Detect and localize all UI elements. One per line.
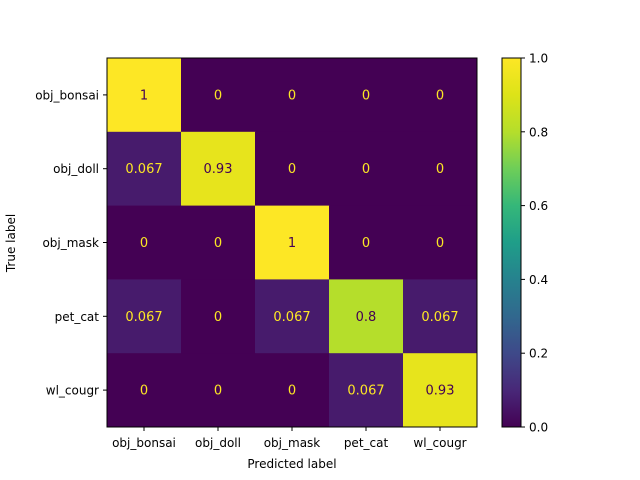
heatmap-cell-label: 0	[362, 88, 370, 103]
heatmap-cell	[255, 353, 330, 428]
heatmap-cell	[255, 279, 330, 354]
heatmap-cell-label: 0.93	[204, 162, 233, 177]
x-tick-label: obj_doll	[195, 436, 241, 450]
heatmap-cell-label: 0.067	[273, 310, 310, 325]
heatmap-cell	[403, 279, 478, 354]
heatmap-cell	[107, 353, 182, 428]
heatmap-cell	[181, 58, 256, 133]
heatmap-cell	[255, 131, 330, 207]
heatmap-cell	[329, 205, 404, 280]
heatmap-cell-label: 1	[140, 88, 148, 103]
heatmap-cell	[403, 353, 478, 428]
heatmap-cell-label: 0	[214, 310, 222, 325]
heatmap-cell-label: 0.067	[125, 310, 162, 325]
heatmap-cells	[107, 58, 478, 428]
heatmap-cell	[403, 205, 478, 280]
heatmap-cell-label: 0.8	[356, 310, 377, 325]
colorbar-tick-label: 0.4	[529, 273, 548, 287]
heatmap-cell-label: 0	[288, 384, 296, 399]
y-tick-label: wl_cougr	[46, 384, 99, 398]
heatmap-cell	[181, 279, 256, 354]
heatmap-cell	[403, 58, 478, 133]
heatmap-cell-label: 0.067	[347, 384, 384, 399]
x-axis-label: Predicted label	[247, 457, 336, 471]
colorbar-tick-label: 0.6	[529, 199, 548, 213]
heatmap-cell-label: 0	[288, 88, 296, 103]
y-tick-label: obj_bonsai	[35, 88, 99, 102]
y-axis-ticks: obj_bonsai obj_doll obj_mask pet_cat wl_coug…	[35, 88, 107, 398]
colorbar-tick-label: 1.0	[529, 52, 548, 66]
heatmap-cell-label: 0	[140, 384, 148, 399]
y-tick-label: pet_cat	[55, 310, 100, 324]
heatmap-cell-label: 1	[288, 236, 296, 251]
heatmap-cell-label: 0	[362, 236, 370, 251]
heatmap-cell	[329, 279, 404, 354]
heatmap-cell	[181, 353, 256, 428]
y-tick-label: obj_doll	[53, 162, 99, 176]
heatmap-cell-label: 0	[436, 162, 444, 177]
x-tick-label: obj_bonsai	[112, 436, 176, 450]
heatmap-cell-label: 0	[436, 236, 444, 251]
heatmap-cell	[107, 279, 182, 354]
heatmap-cell-label: 0	[140, 236, 148, 251]
heatmap-cell	[181, 205, 256, 280]
heatmap-cell-labels: 1 0 0 0 0 0.067 0.93 0 0 0 0 0 1 0 0 0.067 0 0.067 0.8 0.06…	[125, 88, 458, 398]
heatmap-cell-label: 0.067	[421, 310, 458, 325]
heatmap-cell	[107, 58, 182, 133]
colorbar-tick-label: 0.8	[529, 125, 548, 139]
x-axis-ticks: obj_bonsai obj_doll obj_mask pet_cat wl_coug…	[112, 427, 467, 450]
heatmap-cell-label: 0	[214, 88, 222, 103]
colorbar-ticks: 0.0 0.2 0.4 0.6 0.8 1.0	[521, 52, 548, 435]
y-tick-label: obj_mask	[42, 236, 99, 250]
heatmap-cell	[107, 131, 182, 207]
heatmap-cell	[181, 131, 256, 207]
heatmap-cell-label: 0	[288, 162, 296, 177]
x-tick-label: wl_cougr	[413, 436, 466, 450]
x-tick-label: pet_cat	[344, 436, 389, 450]
heatmap-cell-label: 0.067	[125, 162, 162, 177]
x-tick-label: obj_mask	[264, 436, 321, 450]
heatmap-cell-label: 0	[214, 236, 222, 251]
heatmap-cell	[403, 131, 478, 207]
colorbar-tick-label: 0.0	[529, 421, 548, 435]
colorbar	[501, 57, 522, 428]
heatmap-cell	[329, 58, 404, 133]
heatmap-cell	[329, 353, 404, 428]
heatmap-cell	[107, 205, 182, 280]
heatmap-cell	[255, 58, 330, 133]
y-axis-label: True label	[4, 214, 18, 273]
heatmap-cell-label: 0.93	[426, 384, 455, 399]
heatmap-cell	[329, 131, 404, 207]
heatmap-cell-label: 0	[436, 88, 444, 103]
heatmap-cell-label: 0	[214, 384, 222, 399]
heatmap-cell	[255, 205, 330, 280]
heatmap-cell-label: 0	[362, 162, 370, 177]
colorbar-tick-label: 0.2	[529, 347, 548, 361]
